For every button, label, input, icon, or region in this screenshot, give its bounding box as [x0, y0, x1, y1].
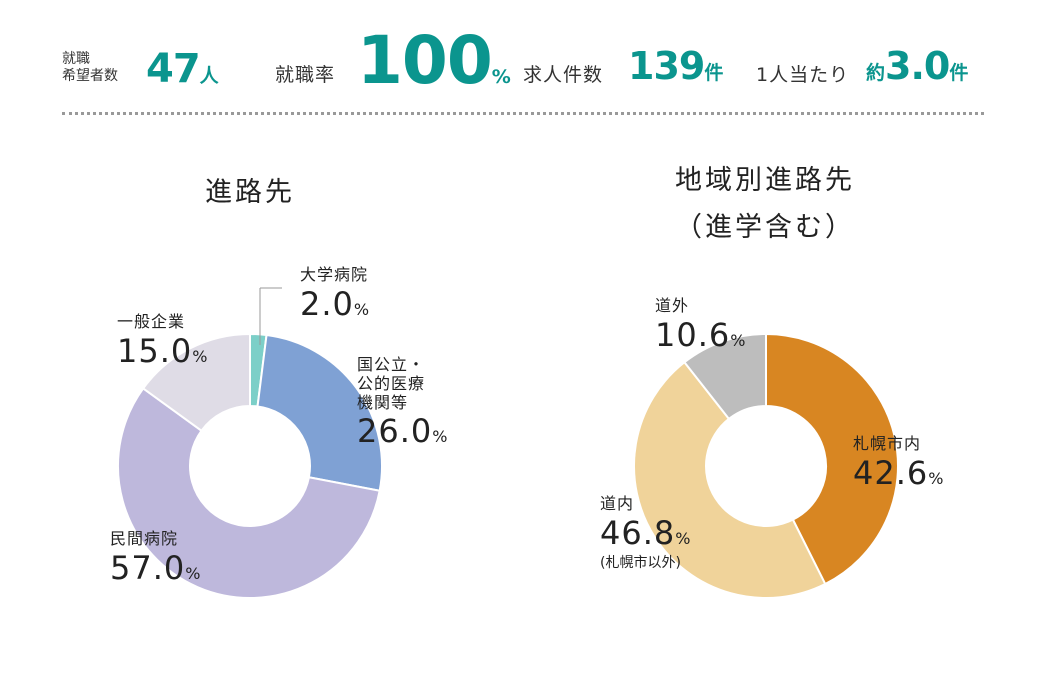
per-person-unit: 件: [949, 62, 969, 84]
label-university-hospital: 大学病院 2.0%: [300, 261, 370, 323]
label-sapporo: 札幌市内 42.6%: [853, 430, 944, 492]
career-slice-4: [141, 332, 251, 433]
career-slice-3: [117, 387, 381, 599]
category-hokkaido: 道内: [600, 494, 635, 513]
label-hokkaido: 道内 46.8% (札幌市以外): [600, 490, 691, 572]
per-person-value: 3.0: [885, 44, 950, 88]
employment-rate-value: 100: [357, 22, 493, 99]
value-hokkaido-num: 46.8: [600, 514, 676, 552]
employment-rate-label: 就職率: [275, 64, 336, 86]
job-offers-value: 139: [628, 44, 705, 88]
category-public: 国公立・ 公的医療 機関等: [357, 355, 448, 412]
applicants-label-line2: 希望者数: [62, 68, 118, 84]
job-offers-label: 求人件数: [523, 64, 604, 86]
category-university: 大学病院: [300, 265, 369, 284]
per-person-label: 1人当たり: [756, 64, 850, 86]
region-slice-2: [633, 360, 827, 599]
value-company: 15.0%: [117, 332, 208, 370]
value-outside-num: 10.6: [655, 316, 731, 354]
category-public-line3: 機関等: [357, 393, 409, 412]
applicants-label-line1: 就職: [62, 51, 90, 67]
category-public-line1: 国公立・: [357, 355, 426, 374]
label-outside-hokkaido: 道外 10.6%: [655, 292, 746, 354]
category-private: 民間病院: [110, 529, 179, 548]
chart2-title-line1: 地域別進路先: [675, 165, 855, 196]
applicants-stat: 47人: [146, 46, 219, 92]
value-company-unit: %: [192, 347, 209, 366]
value-public-unit: %: [432, 427, 449, 446]
donut-chart-region: [633, 332, 899, 599]
value-sapporo-unit: %: [928, 469, 945, 488]
category-company: 一般企業: [117, 312, 186, 331]
note-hokkaido: (札幌市以外): [600, 555, 681, 571]
label-public-medical: 国公立・ 公的医療 機関等 26.0%: [357, 355, 448, 450]
applicants-unit: 人: [199, 65, 219, 87]
value-sapporo: 42.6%: [853, 454, 944, 492]
value-outside-unit: %: [730, 331, 747, 350]
value-public: 26.0%: [357, 412, 448, 450]
chart2-title-line2: （進学含む）: [675, 212, 855, 243]
chart1-title: 進路先: [205, 177, 295, 208]
value-public-num: 26.0: [357, 412, 433, 450]
value-university-unit: %: [353, 300, 371, 319]
label-private-hospital: 民間病院 57.0%: [110, 525, 201, 587]
category-public-line2: 公的医療: [357, 374, 426, 393]
employment-rate-stat: 100%: [357, 22, 511, 99]
applicants-label: 就職 希望者数: [62, 51, 118, 85]
career-slice-2: [256, 333, 383, 492]
category-outside: 道外: [655, 296, 690, 315]
job-offers-unit: 件: [704, 62, 724, 84]
value-outside: 10.6%: [655, 316, 746, 354]
category-sapporo: 札幌市内: [853, 434, 922, 453]
per-person-prefix: 約: [866, 62, 886, 84]
employment-rate-unit: %: [491, 66, 511, 88]
value-university-num: 2.0: [300, 285, 354, 323]
value-university: 2.0%: [300, 285, 370, 323]
applicants-value: 47: [146, 46, 201, 92]
job-offers-stat: 139件: [628, 44, 723, 88]
value-hokkaido-unit: %: [675, 529, 692, 548]
label-general-company: 一般企業 15.0%: [117, 308, 208, 370]
value-private-num: 57.0: [110, 549, 186, 587]
dotted-divider: [62, 112, 984, 115]
value-private: 57.0%: [110, 549, 201, 587]
value-company-num: 15.0: [117, 332, 193, 370]
per-person-stat: 約3.0件: [866, 44, 968, 88]
region-slice-1: [765, 332, 899, 586]
value-private-unit: %: [185, 564, 202, 583]
value-sapporo-num: 42.6: [853, 454, 929, 492]
donut-chart-career: [117, 332, 383, 599]
region-slice-3: [683, 332, 767, 421]
value-hokkaido: 46.8%: [600, 514, 691, 552]
